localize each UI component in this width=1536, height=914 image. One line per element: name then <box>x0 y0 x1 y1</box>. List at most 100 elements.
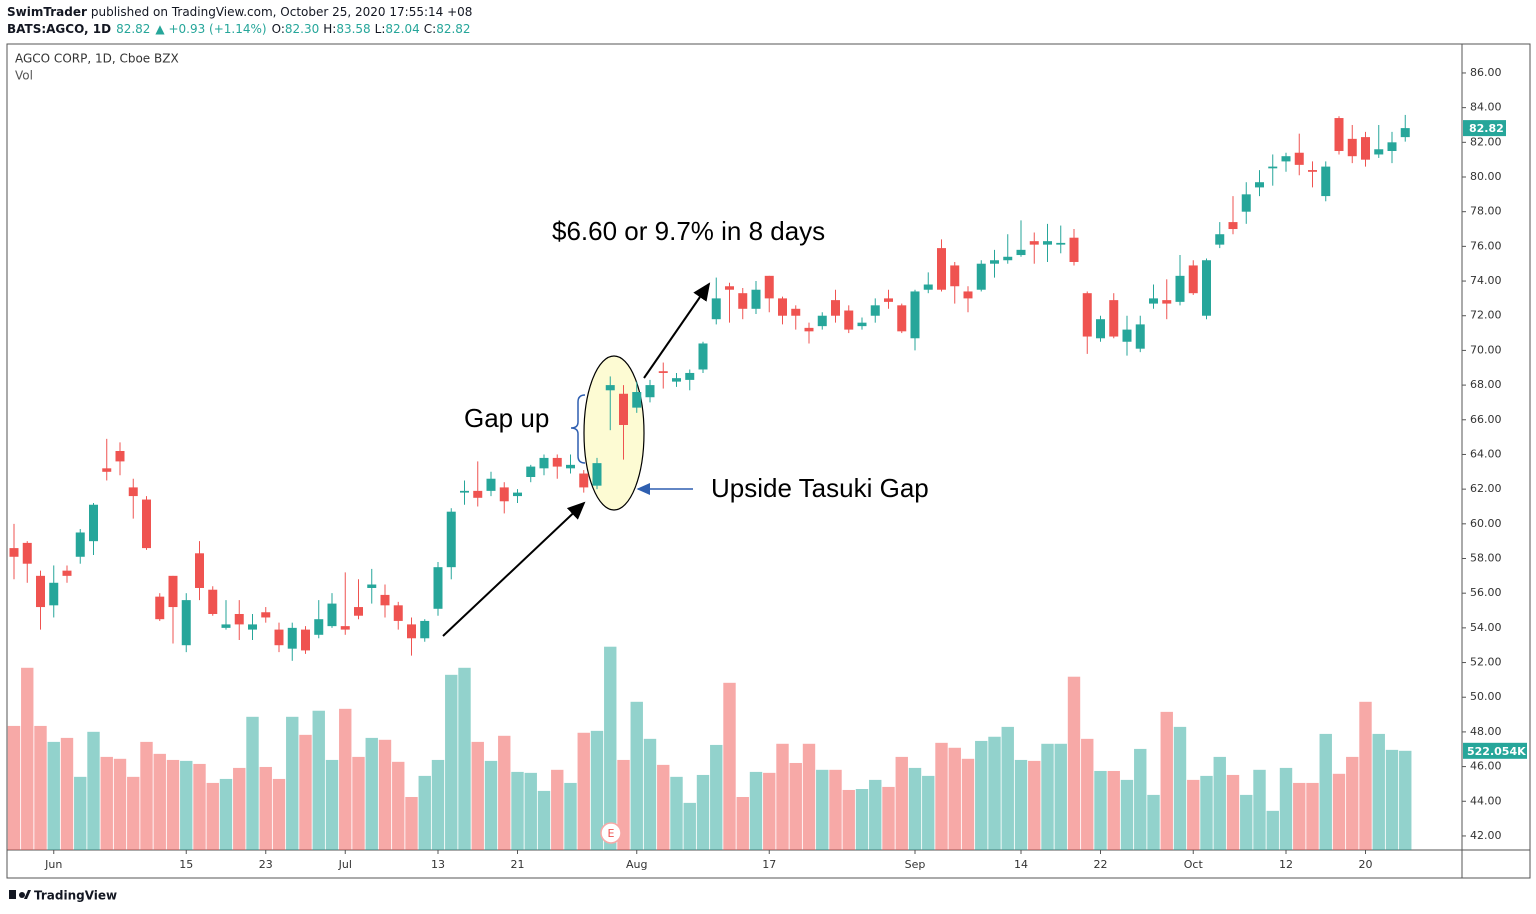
candle-body <box>221 624 231 628</box>
volume-bar <box>1160 711 1173 850</box>
volume-bar <box>961 758 975 850</box>
volume-bar <box>392 761 405 850</box>
candle-body <box>884 298 893 302</box>
volume-bar <box>1372 733 1385 850</box>
volume-bar <box>630 701 643 850</box>
brand: TradingView <box>34 889 117 903</box>
candle-body <box>1082 293 1092 337</box>
candle-body <box>1228 222 1238 230</box>
volume-bar <box>431 759 445 850</box>
earnings-marker[interactable] <box>600 822 622 844</box>
volume-bar <box>87 731 100 850</box>
volume-bar <box>816 769 829 850</box>
volume-bar <box>471 741 484 850</box>
volume-bar <box>604 646 617 850</box>
candle-body <box>1029 241 1039 245</box>
candle-body <box>22 542 32 564</box>
volume-bar <box>445 674 458 850</box>
candle-body <box>963 291 973 299</box>
volume-bar <box>21 667 34 850</box>
volume-bar <box>1240 794 1253 850</box>
candle-body <box>1308 170 1317 172</box>
volume-bar <box>7 725 21 850</box>
candle-body <box>1016 249 1026 256</box>
candle-body <box>990 260 999 264</box>
volume-bar <box>1147 794 1160 850</box>
candle-body <box>1387 142 1397 151</box>
candle-body <box>340 626 350 630</box>
candle-body <box>619 393 628 425</box>
volume-bar <box>378 739 392 850</box>
volume-bar <box>1332 773 1346 850</box>
candle-body <box>1268 166 1278 169</box>
publisher: SwimTrader <box>7 5 87 19</box>
y-tick-label: 76.00 <box>1470 239 1502 252</box>
candle-body <box>75 532 85 557</box>
candle-body <box>102 468 112 472</box>
candle-body <box>446 511 456 568</box>
candle-body <box>208 589 218 614</box>
candle-body <box>1175 275 1185 302</box>
y-tick-label: 74.00 <box>1470 274 1502 287</box>
chart-title: AGCO CORP, 1D, Cboe BZX <box>15 52 179 66</box>
volume-bar <box>922 775 935 850</box>
volume-bar <box>1134 748 1147 850</box>
volume-bar <box>458 667 471 850</box>
candle-body <box>287 627 297 649</box>
volume-bar <box>1359 701 1372 850</box>
l: 82.04 <box>385 22 419 36</box>
y-tick-label: 84.00 <box>1470 101 1502 114</box>
volume-bar <box>789 762 802 850</box>
x-tick-label: 21 <box>511 858 525 871</box>
volume-bar <box>405 796 418 850</box>
candle-body <box>62 570 72 576</box>
x-tick-label: 12 <box>1279 858 1293 871</box>
volume-bar <box>657 764 670 850</box>
volume-bar <box>1067 676 1081 850</box>
candle-body <box>486 478 496 491</box>
candle-body <box>685 372 695 380</box>
x-tick-label: 13 <box>431 858 445 871</box>
x-tick-label: Aug <box>626 858 647 871</box>
y-tick-label: 48.00 <box>1470 725 1502 738</box>
candle-body <box>9 548 19 557</box>
volume-bar <box>193 763 206 850</box>
change: ▲ +0.93 (+1.14%) <box>155 22 266 36</box>
candle-body <box>738 293 748 309</box>
l-label: L: <box>375 22 386 36</box>
candle-body <box>645 385 655 398</box>
candle-body <box>698 343 708 370</box>
volume-bar <box>524 772 537 850</box>
volume-bar <box>643 738 657 850</box>
volume-bar <box>113 758 127 850</box>
last-price-label: 82.82 <box>1469 122 1504 135</box>
volume-bar <box>1279 767 1293 850</box>
volume-bar <box>166 759 180 850</box>
candle-body <box>526 466 536 477</box>
volume-bar <box>219 778 233 850</box>
candle-body <box>725 286 734 290</box>
volume-bar <box>272 778 286 850</box>
volume-bar <box>1399 750 1412 850</box>
candle-body <box>976 263 986 290</box>
volume-bar <box>1306 782 1319 850</box>
volume-bar <box>127 776 140 850</box>
volume-bar <box>1120 779 1134 850</box>
candle-body <box>672 378 681 382</box>
volume-bar <box>869 779 882 850</box>
volume-bar <box>551 769 564 850</box>
candle-body <box>579 473 589 488</box>
candle-body <box>950 265 960 287</box>
annotation: Upside Tasuki Gap <box>711 473 929 503</box>
arrow <box>643 282 711 379</box>
marks-layer <box>7 114 1412 850</box>
x-tick-label: 17 <box>762 858 776 871</box>
volume-bar <box>1385 749 1399 850</box>
last-volume-box <box>1463 742 1527 759</box>
candle-body <box>327 603 337 627</box>
volume-bar <box>723 682 736 850</box>
volume-bar <box>1346 756 1359 850</box>
candle-body <box>1069 237 1079 262</box>
header-line: SwimTrader published on TradingView.com, … <box>7 5 472 19</box>
volume-bar <box>352 756 365 850</box>
